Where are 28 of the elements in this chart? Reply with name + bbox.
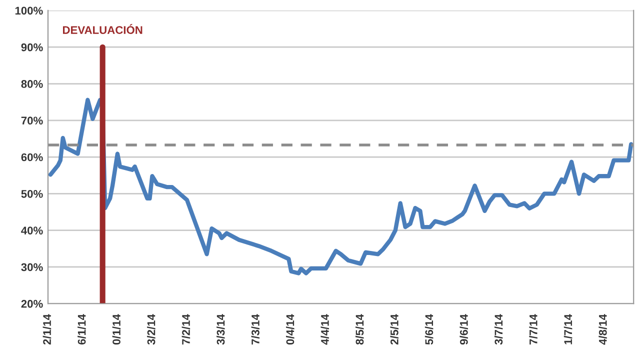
y-tick-label: 30% xyxy=(21,263,43,272)
x-tick-label: 8/5/14 xyxy=(355,314,364,345)
x-tick-label: 7/7/14 xyxy=(529,314,538,344)
y-tick-label: 20% xyxy=(21,300,43,308)
x-tick-label: 2/1/14 xyxy=(42,314,52,345)
x-tick-label: 2/5/14 xyxy=(390,314,398,345)
y-tick-label: 90% xyxy=(21,43,43,52)
ref-line-label: DEVALUACIÓN xyxy=(63,24,142,34)
y-tick-label: 80% xyxy=(21,80,43,88)
x-tick-label: 3/7/14 xyxy=(494,314,503,345)
y-tick-label: 100% xyxy=(15,6,43,15)
x-tick-label: 3/3/14 xyxy=(216,314,225,345)
y-tick-label: 40% xyxy=(21,226,43,234)
x-tick-label: 7/2/14 xyxy=(182,314,190,344)
x-tick-label: 4/8/14 xyxy=(598,314,607,345)
y-tick-label: 60% xyxy=(21,153,43,162)
x-tick-label: 1/7/14 xyxy=(564,314,572,344)
y-tick-label: 70% xyxy=(21,116,43,125)
x-tick-label: 9/6/14 xyxy=(460,314,468,345)
x-tick-label: 3/2/14 xyxy=(147,314,156,345)
x-tick-label: 4/4/14 xyxy=(320,314,330,345)
x-tick-label: 0/4/14 xyxy=(286,314,294,344)
x-tick-label: 0/1/14 xyxy=(112,314,121,344)
y-tick-label: 50% xyxy=(21,190,43,198)
x-tick-label: 7/3/14 xyxy=(251,314,260,344)
x-tick-label: 6/1/14 xyxy=(78,314,86,345)
x-tick-label: 5/6/14 xyxy=(424,314,434,345)
line-series xyxy=(48,98,634,276)
